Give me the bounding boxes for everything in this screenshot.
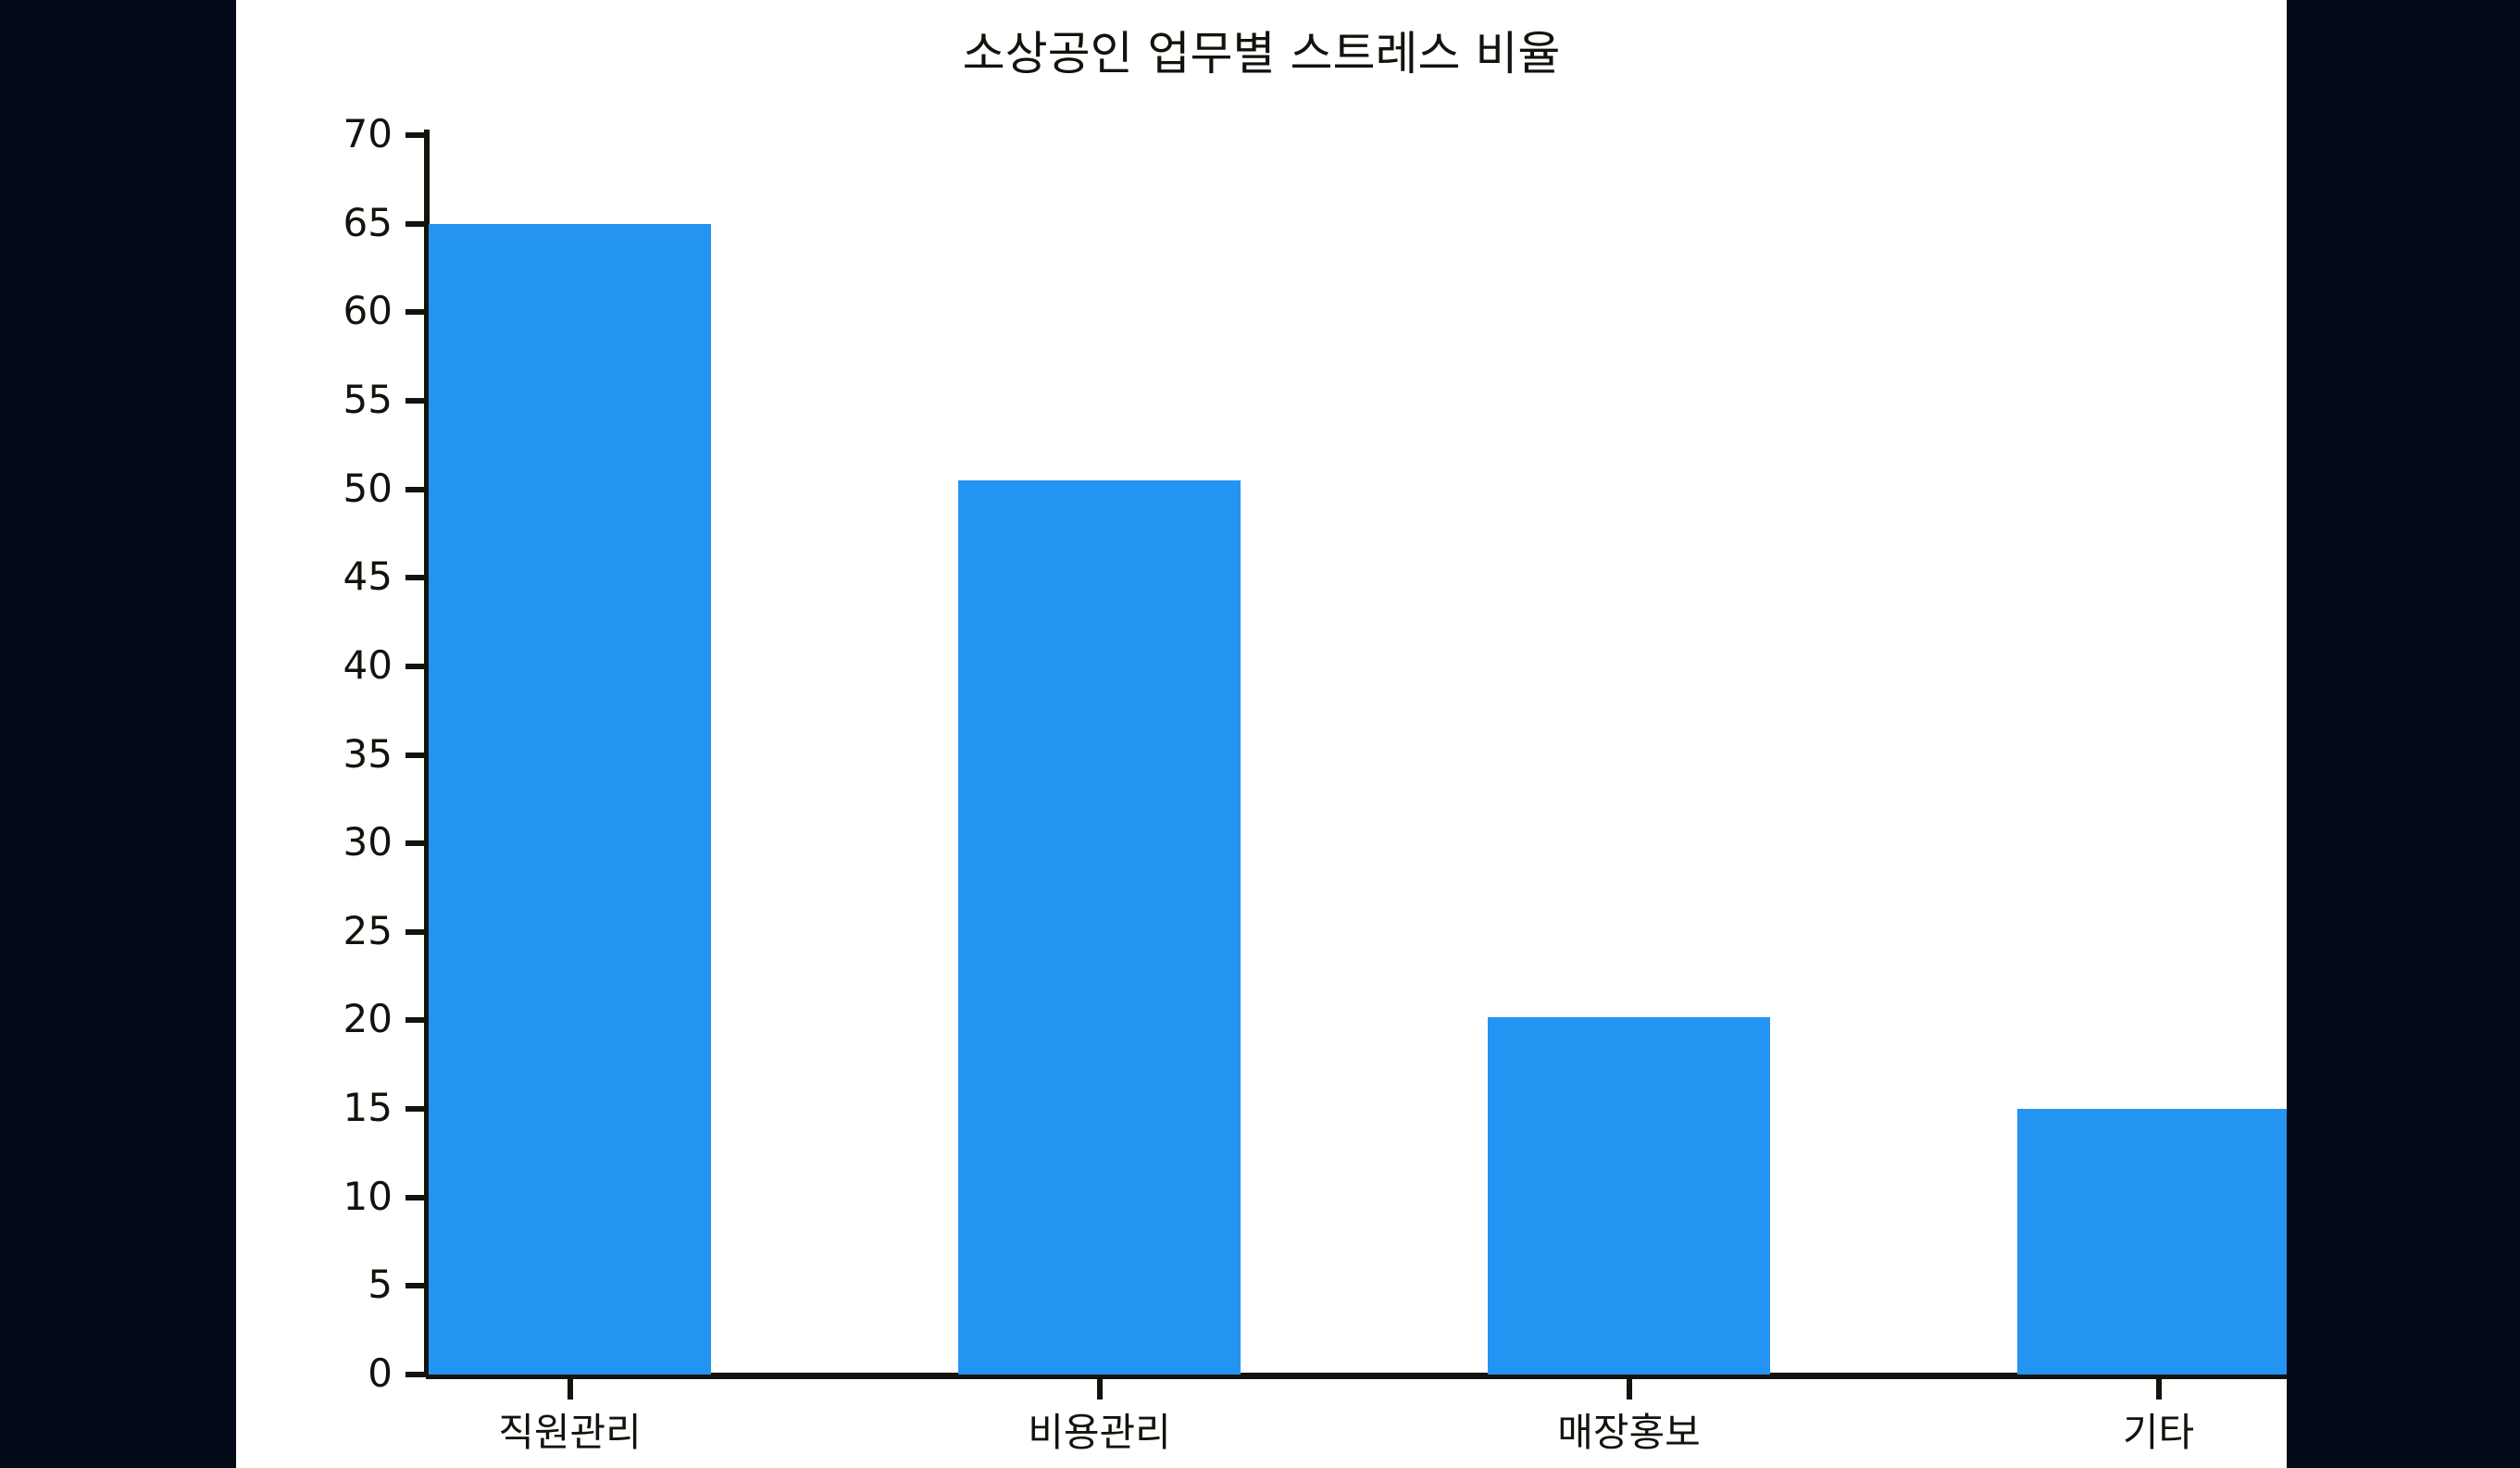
bar [958, 480, 1241, 1375]
y-tick-label: 65 [343, 199, 393, 245]
chart-figure: 소상공인 업무별 스트레스 비율 응답 비율 (%) 0510152025303… [236, 0, 2287, 1468]
y-tick-mark [405, 1194, 426, 1201]
y-tick-mark [405, 220, 426, 227]
y-tick-label: 15 [343, 1085, 393, 1131]
y-tick-label: 20 [343, 996, 393, 1042]
y-tick-label: 35 [343, 730, 393, 777]
y-tick-label: 45 [343, 554, 393, 600]
x-tick-mark [2155, 1379, 2162, 1400]
y-tick-mark [405, 663, 426, 669]
chart-title: 소상공인 업무별 스트레스 비율 [962, 27, 1561, 81]
bar [429, 223, 711, 1375]
y-tick-label: 5 [368, 1262, 393, 1308]
x-tick-mark [1626, 1379, 1632, 1400]
y-tick-label: 0 [368, 1350, 393, 1396]
y-tick-mark [405, 1372, 426, 1377]
x-tick-mark [1096, 1379, 1103, 1400]
y-tick-mark [405, 309, 426, 316]
y-tick-label: 25 [343, 907, 393, 953]
bar [1488, 1016, 1770, 1375]
x-tick-label: 기타 [2122, 1410, 2195, 1455]
y-tick-label: 70 [343, 111, 393, 156]
y-tick-label: 60 [343, 288, 393, 334]
y-tick-mark [405, 132, 426, 138]
y-tick-mark [405, 928, 426, 935]
x-tick-label: 직원관리 [498, 1410, 642, 1455]
y-tick-label: 40 [343, 641, 393, 688]
y-tick-mark [405, 1106, 426, 1113]
y-tick-mark [405, 486, 426, 492]
y-tick-label: 10 [343, 1173, 393, 1219]
x-tick-label: 비용관리 [1028, 1410, 1171, 1455]
y-tick-label: 55 [343, 376, 393, 422]
x-tick-mark [567, 1379, 573, 1400]
y-tick-label: 50 [343, 465, 393, 511]
bar [2017, 1109, 2287, 1375]
y-tick-mark [405, 397, 426, 404]
y-tick-mark [405, 840, 426, 847]
y-tick-label: 30 [343, 819, 393, 865]
x-axis-spine [426, 1373, 2287, 1379]
y-axis-spine [424, 130, 430, 1377]
y-tick-mark [405, 575, 426, 581]
x-tick-label: 매장홍보 [1557, 1410, 1701, 1455]
y-tick-mark [405, 1283, 426, 1289]
y-tick-mark [405, 752, 426, 758]
y-tick-mark [405, 1017, 426, 1024]
